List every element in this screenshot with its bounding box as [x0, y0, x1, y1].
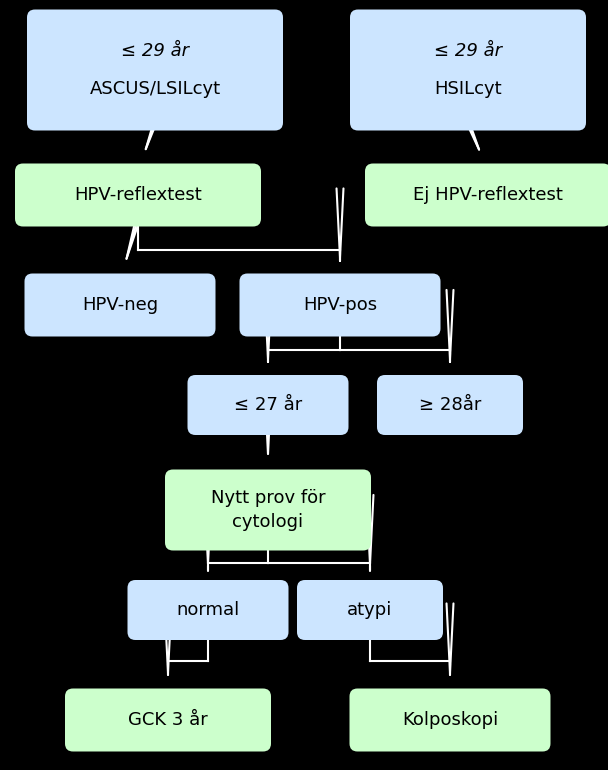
Text: atypi: atypi [347, 601, 393, 619]
FancyBboxPatch shape [27, 9, 283, 130]
Text: cytologi: cytologi [232, 513, 303, 531]
Text: HSILcyt: HSILcyt [434, 80, 502, 98]
Text: ≤ 29 år: ≤ 29 år [121, 42, 189, 60]
FancyBboxPatch shape [24, 273, 215, 336]
Text: Ej HPV-reflextest: Ej HPV-reflextest [413, 186, 563, 204]
Text: Kolposkopi: Kolposkopi [402, 711, 498, 729]
FancyBboxPatch shape [350, 688, 550, 752]
FancyBboxPatch shape [15, 163, 261, 226]
Text: GCK 3 år: GCK 3 år [128, 711, 208, 729]
FancyBboxPatch shape [240, 273, 441, 336]
FancyBboxPatch shape [187, 375, 348, 435]
FancyBboxPatch shape [165, 470, 371, 551]
Text: normal: normal [176, 601, 240, 619]
Text: ≤ 29 år: ≤ 29 år [434, 42, 502, 60]
FancyBboxPatch shape [377, 375, 523, 435]
Text: HPV-pos: HPV-pos [303, 296, 377, 314]
FancyBboxPatch shape [128, 580, 289, 640]
FancyBboxPatch shape [350, 9, 586, 130]
FancyBboxPatch shape [297, 580, 443, 640]
Text: ≥ 28år: ≥ 28år [419, 396, 481, 414]
Text: HPV-neg: HPV-neg [82, 296, 158, 314]
Text: ≤ 27 år: ≤ 27 år [234, 396, 302, 414]
Text: ASCUS/LSILcyt: ASCUS/LSILcyt [89, 80, 221, 98]
FancyBboxPatch shape [365, 163, 608, 226]
Text: Nytt prov för: Nytt prov för [211, 489, 325, 507]
Text: HPV-reflextest: HPV-reflextest [74, 186, 202, 204]
FancyBboxPatch shape [65, 688, 271, 752]
